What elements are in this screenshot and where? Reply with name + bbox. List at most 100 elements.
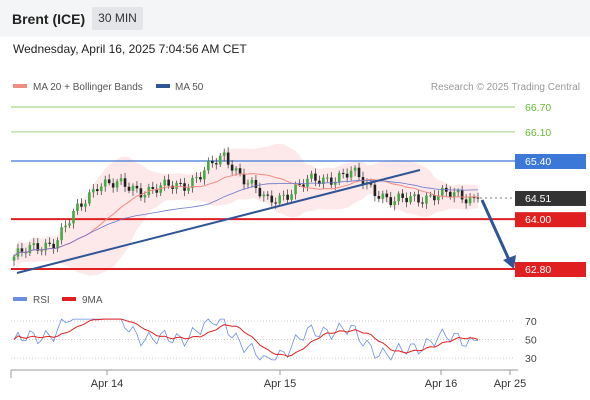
candle-body (417, 194, 420, 203)
rsi-level-label: 30 (525, 353, 537, 365)
candle-body (357, 167, 361, 178)
candle-body (230, 164, 234, 171)
candle-body (389, 197, 393, 206)
projection-arrow (480, 199, 512, 263)
candle-body (302, 184, 305, 187)
candle-body (282, 194, 285, 196)
candle-body (163, 179, 167, 186)
candle-body (195, 177, 198, 179)
candle-body (123, 178, 127, 187)
candle-body (40, 250, 44, 252)
rsi-level-label: 70 (525, 316, 537, 328)
candle-body (131, 185, 135, 191)
candle-body (333, 182, 337, 185)
candle-body (345, 173, 349, 178)
candle-body (381, 193, 385, 199)
candle-body (325, 177, 329, 179)
candle-body (76, 203, 79, 211)
rsi-level-label: 50 (525, 335, 537, 347)
candle-body (298, 183, 301, 185)
rsi-panel: 70 50 30 (11, 316, 537, 365)
candle-body (159, 185, 163, 193)
chart-legend: MA 20 + Bollinger Bands MA 50 (13, 82, 204, 93)
level-label-box (515, 212, 586, 228)
candle-body (437, 195, 440, 201)
level-label: 62.80 (525, 264, 551, 276)
candle-body (52, 243, 55, 249)
candle-body (373, 184, 377, 197)
candle-body (393, 201, 397, 206)
candle-body (92, 189, 95, 193)
candle-body (413, 194, 416, 197)
candle-body (203, 170, 206, 180)
rsi-ma-legend-label: 9MA (82, 295, 103, 306)
candle-body (460, 190, 464, 200)
candle-body (99, 186, 103, 192)
rsi-legend-swatch (13, 297, 27, 301)
candle-body (310, 173, 313, 179)
candle-body (127, 186, 131, 191)
candle-body (218, 155, 222, 165)
level-label-box (515, 154, 586, 169)
candle-body (266, 194, 270, 196)
candle-body (210, 160, 214, 164)
candle-body (72, 210, 75, 224)
candle-body (175, 182, 178, 190)
candle-body (429, 195, 432, 197)
rsi-ma-line (13, 318, 479, 357)
ma50-legend-swatch (156, 84, 170, 88)
bollinger-band (14, 143, 478, 276)
rsi-legend-label: RSI (33, 295, 50, 306)
candle-body (36, 243, 40, 251)
header-bar: Brent (ICE) 30 MIN (0, 0, 590, 37)
level-label: 64.00 (525, 214, 551, 226)
level-label: 64.51 (525, 193, 551, 205)
candle-body (318, 180, 321, 184)
ma50-line (13, 179, 478, 257)
main-plot: 66.70 66.10 65.40 64.51 64.00 62.80 (11, 102, 586, 277)
candle-body (143, 195, 147, 198)
x-tick-label: Apr 14 (91, 378, 123, 390)
rsi-ma-legend-swatch (62, 297, 76, 301)
candle-body (433, 195, 436, 201)
level-label-box (515, 262, 586, 277)
candle-body (353, 167, 357, 171)
candle-body (84, 203, 87, 207)
candle-body (95, 189, 99, 192)
candle-body (88, 192, 91, 204)
instrument-title: Brent (ICE) (12, 11, 86, 27)
candle-body (151, 186, 155, 189)
timeframe-badge[interactable]: 30 MIN (92, 7, 143, 30)
rsi-legend: RSI 9MA (13, 295, 103, 306)
candle-body (258, 187, 262, 197)
candle-body (409, 196, 412, 203)
candle-body (278, 195, 282, 204)
candle-body (64, 225, 67, 228)
legend-label: MA 20 + Bollinger Bands (33, 82, 143, 93)
x-tick-label: Apr 16 (425, 378, 457, 390)
candle-body (187, 187, 190, 191)
ma20-line (13, 173, 479, 257)
watermark: Research © 2025 Trading Central (431, 82, 580, 93)
candle-body (290, 194, 293, 200)
candle-body (155, 188, 159, 193)
candle-body (401, 193, 404, 198)
candle-body (44, 242, 48, 251)
level-label: 65.40 (525, 156, 551, 168)
candle-body (179, 182, 182, 184)
level-label: 66.70 (525, 102, 551, 114)
candle-body (246, 183, 250, 185)
candle-body (468, 197, 472, 204)
candle-body (448, 191, 452, 198)
candle-body (425, 195, 428, 204)
projection-arrowhead (503, 255, 516, 269)
candle-body (103, 179, 107, 187)
candle-body (119, 178, 123, 182)
candle-body (135, 185, 139, 189)
candle-body (405, 197, 408, 203)
candle-body (294, 183, 297, 195)
candle-body (139, 188, 143, 198)
candle-body (464, 199, 468, 204)
candle-body (452, 192, 456, 198)
